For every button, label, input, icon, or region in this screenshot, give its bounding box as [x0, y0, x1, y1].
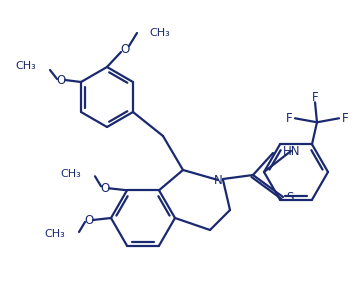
Text: N: N	[214, 173, 222, 186]
Text: CH₃: CH₃	[15, 61, 36, 71]
Text: CH₃: CH₃	[149, 28, 170, 38]
Text: O: O	[84, 213, 94, 226]
Text: O: O	[56, 73, 66, 86]
Text: CH₃: CH₃	[44, 229, 65, 239]
Text: CH₃: CH₃	[60, 169, 81, 179]
Text: O: O	[121, 43, 130, 56]
Text: F: F	[312, 91, 318, 104]
Text: S: S	[286, 191, 294, 204]
Text: F: F	[286, 112, 292, 125]
Text: F: F	[342, 112, 348, 125]
Text: O: O	[100, 182, 110, 195]
Text: HN: HN	[283, 144, 300, 157]
